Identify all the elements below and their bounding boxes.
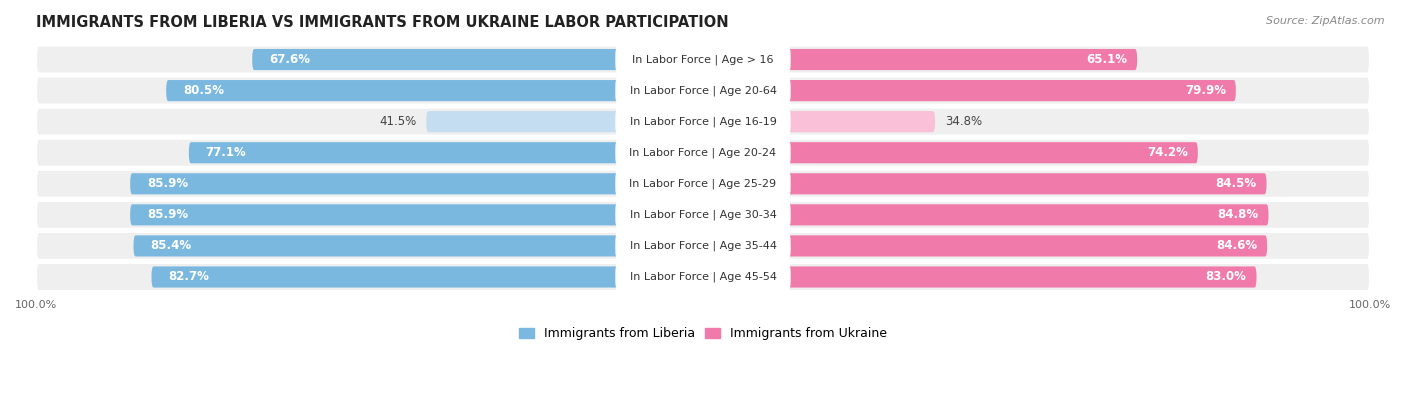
FancyBboxPatch shape	[37, 139, 1369, 167]
FancyBboxPatch shape	[703, 142, 1198, 163]
FancyBboxPatch shape	[703, 267, 1257, 288]
FancyBboxPatch shape	[616, 232, 790, 260]
FancyBboxPatch shape	[166, 80, 703, 101]
Text: 85.9%: 85.9%	[146, 177, 188, 190]
Text: 85.4%: 85.4%	[150, 239, 191, 252]
Text: 82.7%: 82.7%	[169, 271, 209, 284]
FancyBboxPatch shape	[703, 173, 1267, 194]
FancyBboxPatch shape	[703, 49, 1137, 70]
Text: 84.6%: 84.6%	[1216, 239, 1257, 252]
FancyBboxPatch shape	[188, 142, 703, 163]
FancyBboxPatch shape	[616, 139, 790, 166]
Text: In Labor Force | Age 16-19: In Labor Force | Age 16-19	[630, 117, 776, 127]
FancyBboxPatch shape	[426, 111, 703, 132]
Text: 85.9%: 85.9%	[146, 209, 188, 221]
Text: In Labor Force | Age 20-24: In Labor Force | Age 20-24	[630, 147, 776, 158]
Text: In Labor Force | Age 30-34: In Labor Force | Age 30-34	[630, 210, 776, 220]
FancyBboxPatch shape	[703, 235, 1267, 256]
FancyBboxPatch shape	[616, 263, 790, 291]
Text: In Labor Force | Age 20-64: In Labor Force | Age 20-64	[630, 85, 776, 96]
FancyBboxPatch shape	[37, 45, 1369, 73]
Text: In Labor Force | Age > 16: In Labor Force | Age > 16	[633, 54, 773, 65]
Text: Source: ZipAtlas.com: Source: ZipAtlas.com	[1267, 16, 1385, 26]
Text: 34.8%: 34.8%	[945, 115, 983, 128]
Text: IMMIGRANTS FROM LIBERIA VS IMMIGRANTS FROM UKRAINE LABOR PARTICIPATION: IMMIGRANTS FROM LIBERIA VS IMMIGRANTS FR…	[37, 15, 728, 30]
FancyBboxPatch shape	[37, 108, 1369, 135]
FancyBboxPatch shape	[703, 204, 1268, 226]
FancyBboxPatch shape	[152, 267, 703, 288]
FancyBboxPatch shape	[131, 173, 703, 194]
Text: 84.5%: 84.5%	[1215, 177, 1257, 190]
FancyBboxPatch shape	[616, 170, 790, 198]
Text: In Labor Force | Age 25-29: In Labor Force | Age 25-29	[630, 179, 776, 189]
Text: 67.6%: 67.6%	[269, 53, 309, 66]
FancyBboxPatch shape	[703, 111, 935, 132]
Legend: Immigrants from Liberia, Immigrants from Ukraine: Immigrants from Liberia, Immigrants from…	[515, 322, 891, 346]
Text: In Labor Force | Age 35-44: In Labor Force | Age 35-44	[630, 241, 776, 251]
FancyBboxPatch shape	[134, 235, 703, 256]
Text: 65.1%: 65.1%	[1085, 53, 1128, 66]
FancyBboxPatch shape	[37, 263, 1369, 291]
FancyBboxPatch shape	[37, 232, 1369, 260]
Text: 80.5%: 80.5%	[183, 84, 224, 97]
Text: 84.8%: 84.8%	[1218, 209, 1258, 221]
FancyBboxPatch shape	[37, 77, 1369, 105]
Text: 77.1%: 77.1%	[205, 146, 246, 159]
FancyBboxPatch shape	[37, 170, 1369, 198]
Text: 79.9%: 79.9%	[1185, 84, 1226, 97]
Text: 83.0%: 83.0%	[1205, 271, 1247, 284]
FancyBboxPatch shape	[616, 46, 790, 73]
Text: In Labor Force | Age 45-54: In Labor Force | Age 45-54	[630, 272, 776, 282]
FancyBboxPatch shape	[703, 80, 1236, 101]
FancyBboxPatch shape	[616, 77, 790, 104]
FancyBboxPatch shape	[131, 204, 703, 226]
FancyBboxPatch shape	[252, 49, 703, 70]
FancyBboxPatch shape	[616, 201, 790, 228]
Text: 41.5%: 41.5%	[380, 115, 416, 128]
FancyBboxPatch shape	[616, 108, 790, 135]
Text: 74.2%: 74.2%	[1147, 146, 1188, 159]
FancyBboxPatch shape	[37, 201, 1369, 229]
